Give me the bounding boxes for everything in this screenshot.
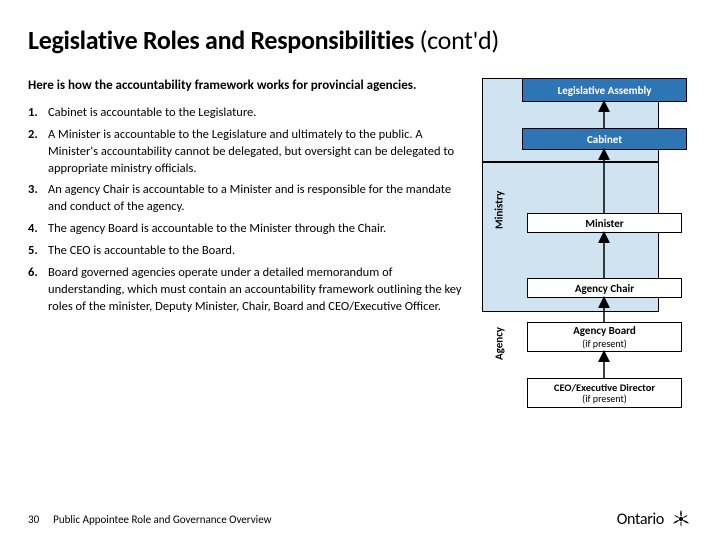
- left-column: Here is how the accountability framework…: [28, 78, 464, 458]
- ontario-wordmark: Ontario: [617, 510, 664, 529]
- hierarchy-diagram: Legislative Assembly Cabinet Ministry Mi…: [482, 78, 692, 458]
- footer-caption: Public Appointee Role and Governance Ove…: [53, 513, 271, 526]
- list-item: 4.The agency Board is accountable to the…: [28, 221, 464, 238]
- title-suffix: (cont'd): [414, 24, 499, 56]
- item-text: Board governed agencies operate under a …: [48, 265, 464, 316]
- item-number: 2.: [28, 127, 48, 178]
- item-text: The CEO is accountable to the Board.: [48, 243, 464, 260]
- trillium-icon: [670, 508, 692, 530]
- list-item: 5.The CEO is accountable to the Board.: [28, 243, 464, 260]
- box-legislative-assembly: Legislative Assembly: [522, 78, 687, 102]
- columns: Here is how the accountability framework…: [28, 78, 692, 458]
- list-item: 6.Board governed agencies operate under …: [28, 265, 464, 316]
- item-text: A Minister is accountable to the Legisla…: [48, 127, 464, 178]
- box-ceo: CEO/Executive Director (if present): [527, 378, 682, 408]
- item-number: 1.: [28, 105, 48, 122]
- intro-text: Here is how the accountability framework…: [28, 78, 464, 95]
- label-agency: Agency: [492, 313, 506, 373]
- numbered-list: 1.Cabinet is accountable to the Legislat…: [28, 105, 464, 316]
- agency-board-title: Agency Board: [573, 325, 636, 337]
- list-item: 3.An agency Chair is accountable to a Mi…: [28, 182, 464, 216]
- item-number: 3.: [28, 182, 48, 216]
- item-number: 5.: [28, 243, 48, 260]
- list-item: 2.A Minister is accountable to the Legis…: [28, 127, 464, 178]
- footer: 30 Public Appointee Role and Governance …: [28, 513, 272, 526]
- item-number: 4.: [28, 221, 48, 238]
- list-item: 1.Cabinet is accountable to the Legislat…: [28, 105, 464, 122]
- label-ministry: Ministry: [492, 170, 506, 250]
- item-number: 6.: [28, 265, 48, 316]
- slide: Legislative Roles and Responsibilities (…: [0, 0, 720, 540]
- box-agency-board: Agency Board (if present): [527, 322, 682, 352]
- agency-board-sub: (if present): [582, 338, 627, 349]
- box-minister: Minister: [527, 213, 682, 233]
- page-title: Legislative Roles and Responsibilities (…: [28, 24, 692, 56]
- item-text: An agency Chair is accountable to a Mini…: [48, 182, 464, 216]
- ceo-sub: (if present): [582, 393, 627, 404]
- item-text: The agency Board is accountable to the M…: [48, 221, 464, 238]
- ontario-logo: Ontario: [617, 508, 692, 530]
- box-agency-chair: Agency Chair: [527, 278, 682, 298]
- box-cabinet: Cabinet: [522, 128, 687, 150]
- title-bold: Legislative Roles and Responsibilities: [28, 24, 414, 56]
- item-text: Cabinet is accountable to the Legislatur…: [48, 105, 464, 122]
- page-number: 30: [28, 513, 39, 526]
